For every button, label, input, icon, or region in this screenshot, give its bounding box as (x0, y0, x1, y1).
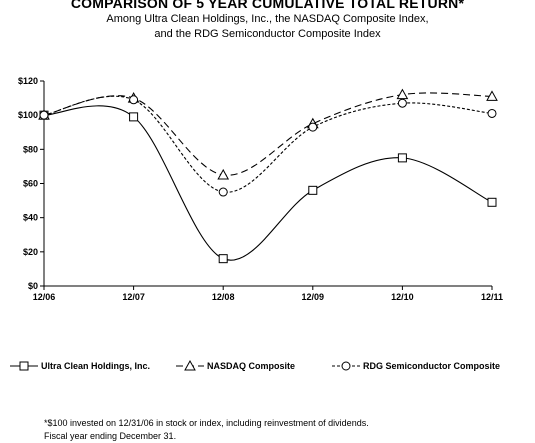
y-tick-label: $60 (23, 179, 38, 189)
chart-title: COMPARISON OF 5 YEAR CUMULATIVE TOTAL RE… (70, 0, 465, 11)
legend-marker-rdg-semiconductor (341, 361, 351, 371)
x-tick-label: 12/06 (33, 292, 56, 302)
y-tick-label: $80 (23, 144, 38, 154)
x-tick-label: 12/09 (302, 292, 325, 302)
series-line-ultra-clean (43, 105, 493, 261)
chart-subtitle-line-1: Among Ultra Clean Holdings, Inc., the NA… (106, 13, 429, 25)
y-tick-label: $40 (23, 213, 38, 223)
x-tick-label: 12/08 (212, 292, 235, 302)
series-line-rdg-semiconductor (43, 95, 493, 193)
series-line-nasdaq (43, 92, 493, 176)
legend-label-rdg-semiconductor: RDG Semiconductor Composite (363, 361, 500, 371)
footnote-investment: *$100 invested on 12/31/06 in stock or i… (44, 418, 369, 428)
data-point-nasdaq (396, 88, 409, 100)
data-point-ultra-clean (487, 197, 497, 207)
data-point-rdg-semiconductor (308, 122, 318, 132)
data-point-ultra-clean (308, 185, 318, 195)
x-tick-label: 12/10 (391, 292, 414, 302)
x-tick-label: 12/07 (122, 292, 145, 302)
y-tick-label: $0 (28, 281, 38, 291)
data-point-rdg-semiconductor (129, 95, 139, 105)
data-point-nasdaq (486, 90, 498, 101)
y-tick-label: $20 (23, 247, 38, 257)
data-point-ultra-clean (129, 112, 139, 122)
legend-marker-ultra-clean (19, 361, 29, 371)
chart-subtitle-line-2: and the RDG Semiconductor Composite Inde… (154, 28, 381, 40)
legend-label-ultra-clean: Ultra Clean Holdings, Inc. (41, 361, 150, 371)
data-point-rdg-semiconductor (487, 108, 497, 118)
data-point-rdg-semiconductor (218, 187, 228, 197)
legend-marker-nasdaq (184, 359, 196, 371)
y-tick-label: $100 (18, 110, 38, 120)
footnote-fiscal-year: Fiscal year ending December 31. (44, 431, 177, 441)
data-point-rdg-semiconductor (39, 110, 49, 120)
data-point-ultra-clean (397, 153, 407, 163)
data-point-ultra-clean (218, 254, 228, 264)
data-point-rdg-semiconductor (397, 98, 407, 108)
data-point-nasdaq (217, 168, 230, 180)
legend-label-nasdaq: NASDAQ Composite (207, 361, 295, 371)
x-tick-label: 12/11 (481, 292, 503, 302)
y-tick-label: $120 (18, 76, 38, 86)
